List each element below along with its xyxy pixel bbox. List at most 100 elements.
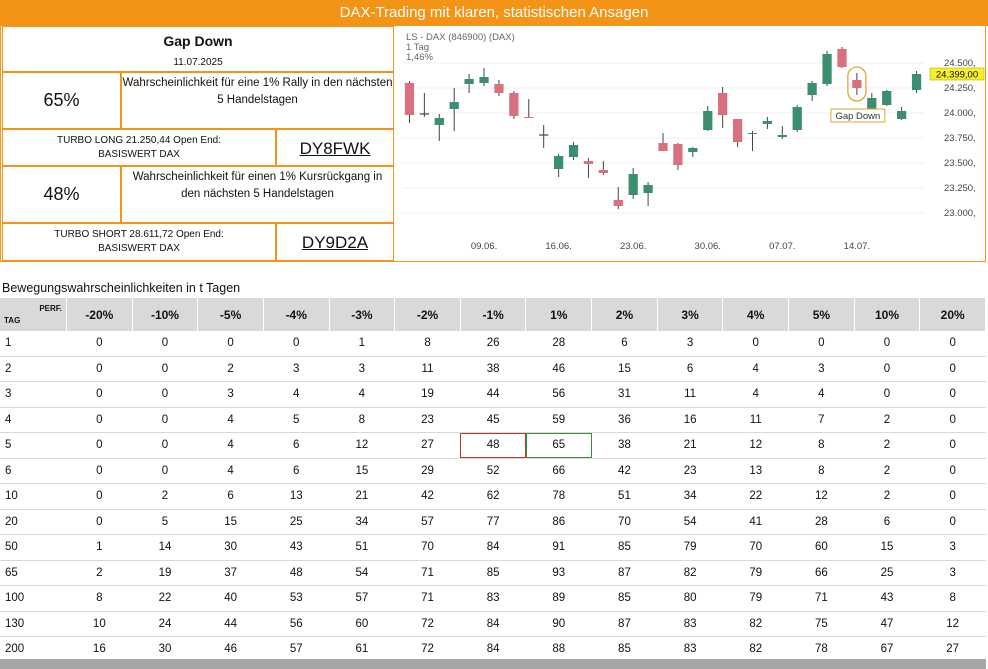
table-cell: 82 bbox=[657, 560, 723, 586]
table-cell: 0 bbox=[66, 381, 133, 408]
table-cell: 19 bbox=[132, 560, 198, 586]
table-cell: 6 bbox=[263, 458, 330, 484]
table-cell: 0 bbox=[132, 458, 198, 484]
table-cell: 4 bbox=[197, 458, 264, 484]
table-cell: 3 bbox=[657, 331, 723, 357]
column-header: 1% bbox=[525, 298, 593, 331]
candle-body bbox=[792, 107, 802, 130]
candle-body bbox=[718, 93, 728, 115]
table-cell: 57 bbox=[329, 585, 395, 612]
last-price-box bbox=[929, 67, 985, 81]
table-cell: 86 bbox=[525, 509, 592, 535]
table-cell: 79 bbox=[722, 585, 789, 612]
long-turbo-name: TURBO LONG 21.250,44 Open End: bbox=[57, 135, 221, 146]
table-cell: 2 bbox=[197, 356, 264, 382]
column-header: -3% bbox=[329, 298, 396, 331]
short-wkn-link[interactable]: DY9D2A bbox=[276, 223, 394, 261]
table-cell: 24 bbox=[132, 611, 198, 637]
table-cell: 23 bbox=[657, 458, 723, 484]
column-header: 3% bbox=[657, 298, 724, 331]
column-header: -1% bbox=[460, 298, 527, 331]
table-cell: 3 bbox=[263, 356, 330, 382]
candle-body bbox=[732, 119, 743, 142]
table-cell: 4 bbox=[263, 381, 330, 408]
table-cell: 0 bbox=[263, 331, 330, 357]
table-cell: 2 bbox=[66, 560, 133, 586]
table-cell: 42 bbox=[394, 483, 461, 510]
header-perf-label: PERF. bbox=[39, 304, 62, 313]
gap-down-highlight bbox=[847, 66, 867, 102]
candle-body bbox=[703, 111, 713, 130]
signal-date: 11.07.2025 bbox=[173, 57, 223, 68]
x-tick-label: 07.07. bbox=[769, 241, 795, 252]
table-row: 50 1 14 30 43 51 70 84 91 85 79 70 60 15 3 bbox=[0, 534, 986, 561]
table-row: 5 0 0 4 6 12 27 48 65 38 21 12 8 2 0 bbox=[0, 432, 986, 459]
table-cell: 79 bbox=[657, 534, 723, 561]
short-description: Wahrscheinlichkeit für einen 1% Kursrück… bbox=[121, 166, 394, 223]
table-cell: 0 bbox=[788, 331, 855, 357]
table-cell: 2 bbox=[854, 483, 920, 510]
table-cell: 44 bbox=[460, 381, 526, 408]
table-row: 100 8 22 40 53 57 71 83 89 85 80 79 71 43 8 bbox=[0, 585, 986, 612]
table-cell: 54 bbox=[657, 509, 723, 535]
column-header: 20% bbox=[919, 298, 986, 331]
row-day: 5 bbox=[0, 432, 67, 459]
column-header: -20% bbox=[66, 298, 133, 331]
table-cell: 85 bbox=[460, 560, 526, 586]
table-cell: 5 bbox=[132, 509, 198, 535]
table-cell: 4 bbox=[329, 381, 395, 408]
table-row: 20 0 5 15 25 34 57 77 86 70 54 41 28 6 0 bbox=[0, 509, 986, 535]
table-cell: 56 bbox=[525, 381, 592, 408]
candle-body bbox=[897, 111, 907, 119]
candle-body bbox=[613, 200, 623, 206]
table-row: 65 2 19 37 48 54 71 85 93 87 82 79 66 25 3 bbox=[0, 560, 986, 586]
table-cell: 12 bbox=[919, 611, 986, 637]
candle-body bbox=[524, 117, 534, 118]
long-wkn-link[interactable]: DY8FWK bbox=[276, 129, 394, 166]
table-cell: 11 bbox=[722, 407, 789, 433]
table-cell: 11 bbox=[657, 381, 723, 408]
table-cell: 62 bbox=[460, 483, 526, 510]
table-cell: 72 bbox=[394, 611, 461, 637]
table-cell: 15 bbox=[591, 356, 658, 382]
table-cell: 2 bbox=[854, 432, 920, 459]
table-cell: 0 bbox=[722, 331, 789, 357]
table-row: 2 0 0 2 3 3 11 38 46 15 6 4 3 0 0 bbox=[0, 356, 986, 382]
table-cell: 27 bbox=[394, 432, 461, 459]
column-header: -10% bbox=[132, 298, 199, 331]
table-cell: 0 bbox=[919, 458, 986, 484]
table-row: 3 0 0 3 4 4 19 44 56 31 11 4 4 0 0 bbox=[0, 381, 986, 408]
table-cell: 1 bbox=[329, 331, 395, 357]
candle-body bbox=[449, 102, 459, 109]
row-day: 1 bbox=[0, 331, 67, 357]
table-cell: 47 bbox=[854, 611, 920, 637]
table-cell: 77 bbox=[460, 509, 526, 535]
candle-body bbox=[673, 144, 683, 165]
table-cell: 79 bbox=[722, 560, 789, 586]
table-cell: 4 bbox=[788, 381, 855, 408]
table-cell: 15 bbox=[854, 534, 920, 561]
table-cell: 8 bbox=[788, 458, 855, 484]
table-cell: 70 bbox=[722, 534, 789, 561]
table-cell: 0 bbox=[132, 407, 198, 433]
table-cell: 3 bbox=[919, 560, 986, 586]
table-cell: 0 bbox=[919, 331, 986, 357]
chart-legend-instrument: LS - DAX (846900) (DAX) bbox=[406, 32, 515, 43]
x-tick-label: 16.06. bbox=[545, 241, 571, 252]
table-cell: 16 bbox=[66, 636, 133, 663]
y-tick-label: 23.750, bbox=[944, 133, 976, 144]
candle-body bbox=[807, 83, 817, 95]
table-cell: 4 bbox=[722, 356, 789, 382]
table-cell: 85 bbox=[591, 636, 658, 663]
signal-title-cell: Gap Down 11.07.2025 bbox=[2, 26, 394, 72]
candle-body bbox=[911, 74, 922, 90]
table-cell: 37 bbox=[197, 560, 264, 586]
last-price-marker: 24.399,00 bbox=[929, 67, 985, 81]
table-cell: 22 bbox=[722, 483, 789, 510]
table-cell: 56 bbox=[263, 611, 330, 637]
y-tick-label: 24.000, bbox=[944, 108, 976, 119]
table-cell: 28 bbox=[788, 509, 855, 535]
table-cell: 83 bbox=[657, 611, 723, 637]
candle-body bbox=[404, 83, 415, 115]
table-cell: 87 bbox=[591, 560, 658, 586]
